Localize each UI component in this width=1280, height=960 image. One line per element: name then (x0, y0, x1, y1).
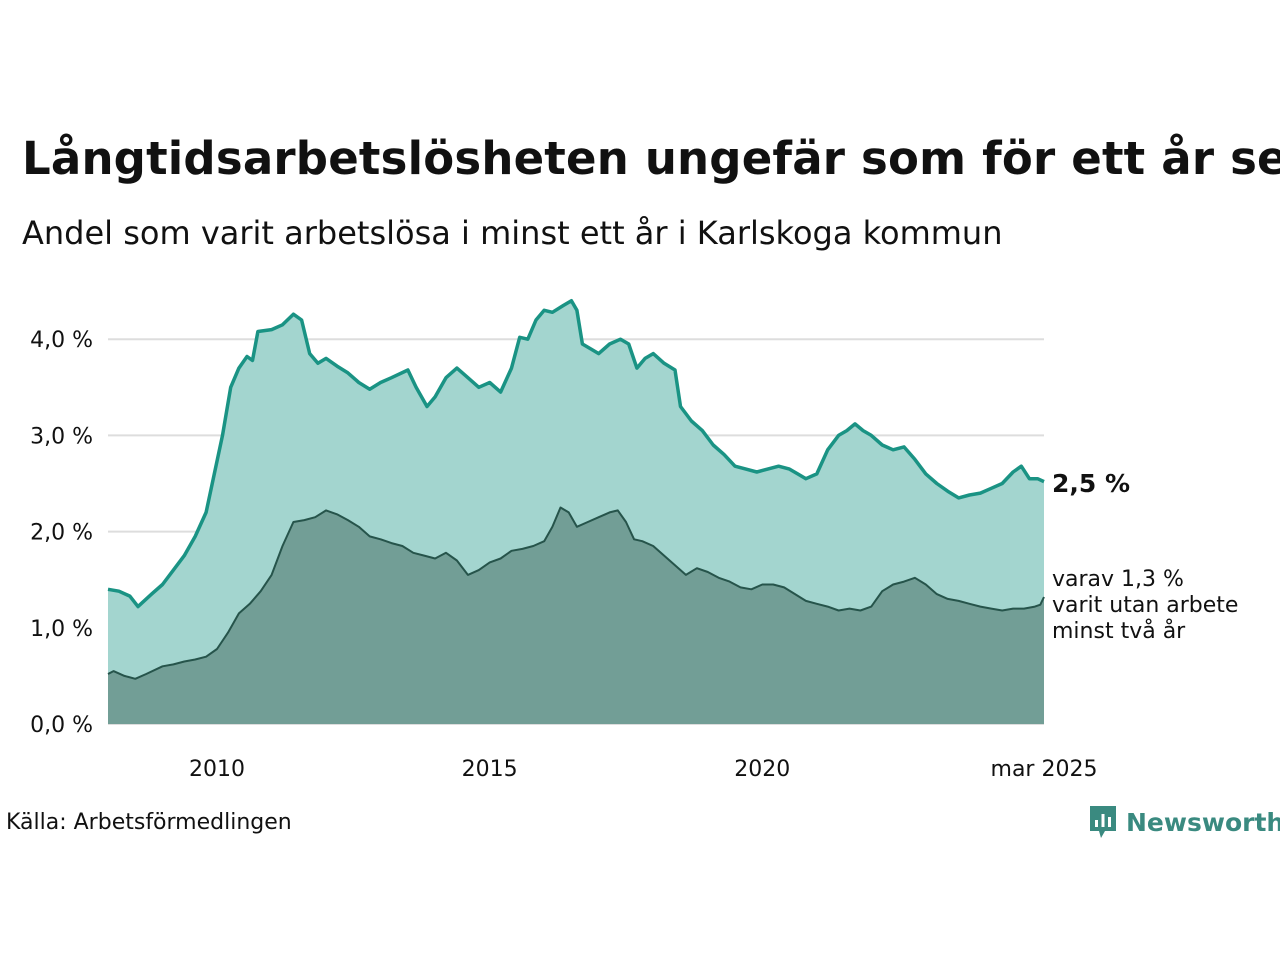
y-tick-label: 4,0 % (30, 328, 93, 353)
x-tick-label: mar 2025 (991, 757, 1098, 782)
end-label-long-line: varav 1,3 % (1052, 567, 1184, 592)
area-long (108, 507, 1044, 724)
x-tick-label: 2010 (189, 757, 245, 782)
chart-title: Långtidsarbetslösheten ungefär som för e… (22, 132, 1280, 185)
y-tick-label: 0,0 % (30, 713, 93, 738)
end-label-long-line: varit utan arbete (1052, 593, 1238, 618)
y-tick-label: 2,0 % (30, 521, 93, 546)
x-tick-label: 2015 (462, 757, 518, 782)
y-axis-labels: 0,0 % 1,0 % 2,0 % 3,0 % 4,0 % (30, 328, 93, 738)
source-note: Källa: Arbetsförmedlingen (6, 810, 292, 835)
brand-name: Newsworthy (1126, 807, 1280, 837)
y-tick-label: 1,0 % (30, 617, 93, 642)
newsworthy-logo-icon (1090, 806, 1116, 838)
y-tick-label: 3,0 % (30, 424, 93, 449)
x-axis-labels: 2010 2015 2020 mar 2025 (189, 757, 1097, 782)
end-label-total: 2,5 % (1052, 469, 1130, 498)
brand-logo: Newsworthy (1088, 804, 1280, 840)
line-total (107, 298, 1045, 609)
chart-subtitle: Andel som varit arbetslösa i minst ett å… (22, 214, 1003, 252)
x-tick-label: 2020 (734, 757, 790, 782)
end-label-long: varav 1,3 % varit utan arbete minst två år (1052, 567, 1238, 644)
line-long (107, 506, 1045, 680)
end-label-long-line: minst två år (1052, 618, 1186, 644)
